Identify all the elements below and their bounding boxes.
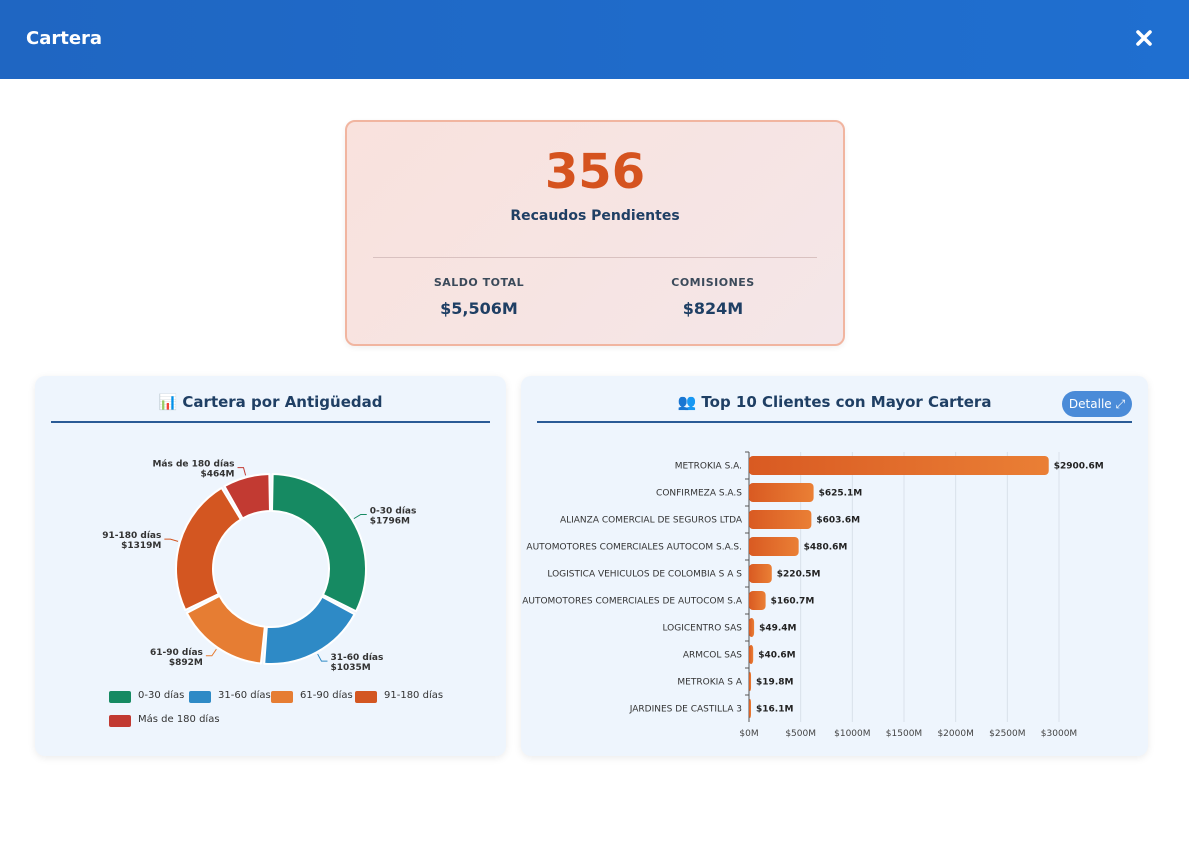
x-tick-label: $500M xyxy=(785,729,816,739)
legend-swatch xyxy=(189,691,211,703)
donut-chart: 0-30 días$1796M 31-60 días$1035M 61-90 día… xyxy=(102,460,417,673)
legend-label: 0-30 días xyxy=(138,690,185,701)
stat-comisiones: COMISIONES $824M xyxy=(613,276,813,318)
donut-category-label: Más de 180 días xyxy=(152,460,234,470)
bar[interactable] xyxy=(749,645,754,664)
legend-swatch xyxy=(109,691,131,703)
donut-slice[interactable] xyxy=(223,473,271,520)
bar-chart: $0M $500M $1000M $1500M $2000M $2500M $3000M ME… xyxy=(522,451,1104,739)
bar[interactable] xyxy=(749,510,812,529)
modal-header: Cartera xyxy=(0,0,1189,79)
donut-value-label: $1319M xyxy=(121,541,161,551)
pending-count-label: Recaudos Pendientes xyxy=(510,208,680,224)
donut-value-label: $1035M xyxy=(330,663,370,673)
legend-label: Más de 180 días xyxy=(138,714,220,725)
x-tick-label: $2500M xyxy=(989,729,1025,739)
bar-value-label: $220.5M xyxy=(777,570,821,580)
donut-slice[interactable] xyxy=(263,595,356,665)
bar[interactable] xyxy=(749,537,799,556)
bar-value-label: $2900.6M xyxy=(1054,462,1104,472)
summary-card: 356 Recaudos Pendientes SALDO TOTAL $5,5… xyxy=(345,120,845,346)
x-tick-label: $0M xyxy=(739,729,758,739)
bar[interactable] xyxy=(749,564,772,583)
donut-value-label: $1796M xyxy=(370,516,410,526)
legend-swatch xyxy=(355,691,377,703)
bar-value-label: $160.7M xyxy=(771,597,815,607)
donut-leader-line xyxy=(353,513,367,520)
aging-chart-title: 📊 Cartera por Antigüedad xyxy=(158,393,383,411)
top-clients-card: 👥 Top 10 Clientes con Mayor Cartera Deta… xyxy=(521,376,1148,756)
card-divider xyxy=(51,421,490,423)
legend-swatch xyxy=(109,715,131,727)
donut-value-label: $892M xyxy=(169,658,203,668)
bar-value-label: $40.6M xyxy=(758,651,795,661)
donut-leader-line xyxy=(205,648,217,657)
bar[interactable] xyxy=(749,618,755,637)
pending-count: 356 xyxy=(544,144,646,200)
bar[interactable] xyxy=(749,699,751,718)
donut-category-label: 91-180 días xyxy=(102,531,161,541)
card-divider xyxy=(537,421,1132,423)
bar-value-label: $625.1M xyxy=(819,489,863,499)
stat-value: $5,506M xyxy=(440,299,518,318)
x-tick-label: $3000M xyxy=(1041,729,1077,739)
y-category-label: LOGICENTRO SAS xyxy=(662,624,742,634)
summary-divider xyxy=(373,257,817,258)
stat-saldo-total: SALDO TOTAL $5,506M xyxy=(379,276,579,318)
legend-swatch xyxy=(271,691,293,703)
bar-value-label: $603.6M xyxy=(816,516,860,526)
donut-category-label: 0-30 días xyxy=(370,506,417,516)
donut-leader-line xyxy=(237,467,247,476)
bar[interactable] xyxy=(749,591,766,610)
close-icon[interactable] xyxy=(1132,26,1156,50)
x-tick-label: $2000M xyxy=(937,729,973,739)
donut-leader-line xyxy=(317,653,328,662)
bar-value-label: $19.8M xyxy=(756,678,793,688)
bar-value-label: $49.4M xyxy=(759,624,796,634)
x-tick-label: $1000M xyxy=(834,729,870,739)
bar[interactable] xyxy=(749,483,814,502)
bar-value-label: $480.6M xyxy=(804,543,848,553)
y-category-label: JARDINES DE CASTILLA 3 xyxy=(629,705,742,715)
donut-category-label: 31-60 días xyxy=(330,653,383,663)
donut-slice[interactable] xyxy=(185,594,266,665)
legend-label: 61-90 días xyxy=(300,690,353,701)
y-category-label: CONFIRMEZA S.A.S xyxy=(656,489,742,499)
bar[interactable] xyxy=(749,456,1049,475)
bar[interactable] xyxy=(749,672,752,691)
x-tick-label: $1500M xyxy=(886,729,922,739)
donut-category-label: 61-90 días xyxy=(150,648,203,658)
detail-button[interactable]: Detalle ⤢ xyxy=(1062,391,1132,417)
donut-slice[interactable] xyxy=(175,486,242,612)
top-clients-title: 👥 Top 10 Clientes con Mayor Cartera xyxy=(677,393,992,411)
modal-title: Cartera xyxy=(26,28,103,49)
donut-leader-line xyxy=(164,538,179,542)
y-category-label: ALIANZA COMERCIAL DE SEGUROS LTDA xyxy=(560,516,743,526)
bar-value-label: $16.1M xyxy=(756,705,793,715)
legend-label: 91-180 días xyxy=(384,690,444,701)
donut-value-label: $464M xyxy=(201,470,235,480)
y-category-label: LOGISTICA VEHICULOS DE COLOMBIA S A S xyxy=(547,570,742,580)
legend-label: 31-60 días xyxy=(218,690,271,701)
donut-slice[interactable] xyxy=(271,473,367,613)
stat-value: $824M xyxy=(682,299,744,318)
aging-chart-card: 📊 Cartera por Antigüedad 0-30 días $1796M… xyxy=(35,376,506,756)
y-category-label: AUTOMOTORES COMERCIALES AUTOCOM S.A.S. xyxy=(526,543,742,553)
y-category-label: ARMCOL SAS xyxy=(683,651,742,661)
y-category-label: AUTOMOTORES COMERCIALES DE AUTOCOM S.A xyxy=(522,597,743,607)
stat-label: COMISIONES xyxy=(671,276,755,289)
y-category-label: METROKIA S A xyxy=(677,678,742,688)
stat-label: SALDO TOTAL xyxy=(433,276,525,289)
y-category-label: METROKIA S.A. xyxy=(675,462,742,472)
